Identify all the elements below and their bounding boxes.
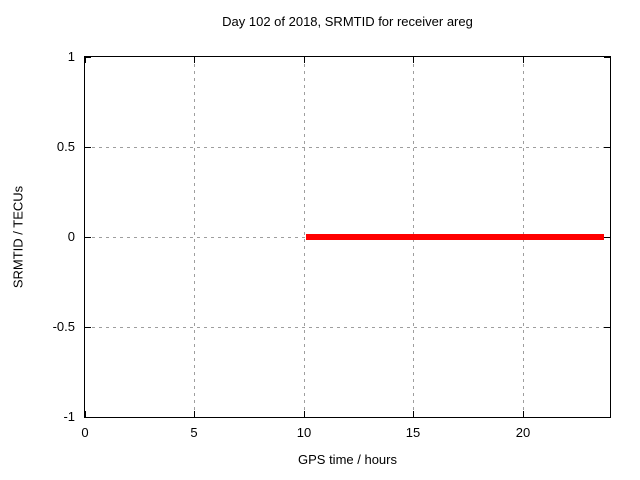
x-tick-top	[85, 57, 86, 63]
y-tick-left	[85, 57, 91, 58]
x-tick-top	[194, 57, 195, 63]
y-tick-right	[604, 327, 610, 328]
y-tick-label: -1	[63, 409, 75, 424]
y-tick-right	[604, 417, 610, 418]
y-tick-right	[604, 147, 610, 148]
y-tick-left	[85, 417, 91, 418]
x-tick-label: 20	[515, 425, 531, 440]
y-tick-left	[85, 237, 91, 238]
x-tick-bottom	[85, 411, 86, 417]
x-tick-label: 5	[190, 425, 198, 440]
x-tick-label: 10	[296, 425, 312, 440]
x-tick-top	[523, 57, 524, 63]
y-tick-left	[85, 327, 91, 328]
y-tick-label: 0.5	[56, 139, 75, 154]
y-tick-label: -0.5	[52, 319, 75, 334]
x-tick-label: 0	[81, 425, 89, 440]
y-tick-label: 1	[67, 49, 75, 64]
y-gridline	[85, 147, 610, 148]
y-tick-label: 0	[67, 229, 75, 244]
y-gridline	[85, 327, 610, 328]
x-tick-top	[304, 57, 305, 63]
plot-area: 0 5 10 15 20 -1 -0.5 0 0.5 1	[53, 49, 611, 440]
x-axis-label: GPS time / hours	[298, 452, 397, 467]
x-tick-bottom	[523, 411, 524, 417]
x-tick-bottom	[304, 411, 305, 417]
data-series-line	[306, 234, 604, 240]
y-tick-left	[85, 147, 91, 148]
y-tick-right	[604, 57, 610, 58]
x-tick-label: 15	[405, 425, 421, 440]
x-tick-bottom	[413, 411, 414, 417]
x-tick-bottom	[194, 411, 195, 417]
x-tick-top	[413, 57, 414, 63]
chart-title: Day 102 of 2018, SRMTID for receiver are…	[222, 14, 473, 29]
y-tick-right	[604, 237, 610, 238]
